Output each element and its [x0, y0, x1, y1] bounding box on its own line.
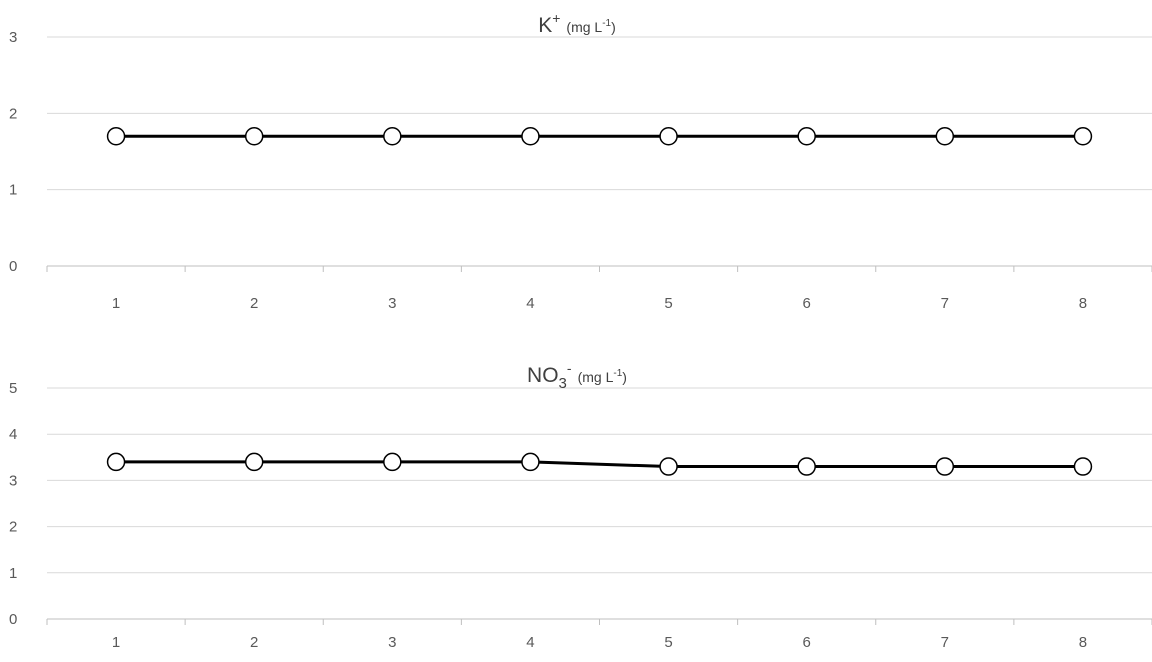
data-point [797, 126, 816, 146]
data-point [521, 452, 540, 472]
data-point [383, 126, 402, 146]
y-tick-label: 0 [9, 258, 17, 275]
x-tick-label: 5 [664, 634, 672, 651]
chart-title: K+(mg L-1) [538, 10, 616, 37]
data-point [521, 126, 540, 146]
x-tick-label: 1 [112, 295, 120, 312]
y-tick-label: 0 [9, 611, 17, 628]
x-tick-label: 6 [803, 634, 811, 651]
y-tick-label: 3 [9, 29, 17, 46]
y-tick-label: 1 [9, 565, 17, 582]
data-point [383, 452, 402, 472]
data-point [106, 126, 126, 146]
k-chart: 0 1 2 3 1 2 3 4 5 6 7 8 K+(mg L-1) [9, 10, 1152, 312]
x-tick-label: 3 [388, 634, 396, 651]
data-point [935, 126, 955, 146]
y-tick-label: 5 [9, 380, 17, 397]
x-tick-label: 8 [1079, 634, 1087, 651]
x-tick-label: 6 [803, 295, 811, 312]
x-tick-label: 7 [941, 634, 949, 651]
y-tick-label: 4 [9, 426, 17, 443]
x-tick-label: 2 [250, 295, 258, 312]
no3-chart: 0 1 2 3 4 5 1 2 3 4 5 6 7 8 NO3-(mg L-1) [9, 360, 1152, 651]
data-point [244, 126, 264, 146]
x-tick-label: 5 [664, 295, 672, 312]
data-point [1073, 126, 1093, 146]
x-tick-label: 1 [112, 634, 120, 651]
x-tick-label: 3 [388, 295, 396, 312]
y-tick-label: 3 [9, 472, 17, 489]
data-point [1073, 457, 1093, 476]
data-point [106, 452, 126, 472]
data-point [797, 457, 816, 476]
series-line [116, 460, 1083, 469]
data-point [935, 457, 955, 476]
x-tick-label: 7 [941, 295, 949, 312]
x-tick-label: 4 [526, 634, 534, 651]
y-tick-label: 1 [9, 182, 17, 199]
data-point [659, 126, 678, 146]
y-tick-label: 2 [9, 105, 17, 122]
x-tick-label: 8 [1079, 295, 1087, 312]
data-point [659, 457, 678, 476]
x-tick-label: 2 [250, 634, 258, 651]
y-tick-label: 2 [9, 519, 17, 536]
x-tick-label: 4 [526, 295, 534, 312]
data-point [244, 452, 264, 472]
chart-title: NO3-(mg L-1) [527, 360, 627, 392]
